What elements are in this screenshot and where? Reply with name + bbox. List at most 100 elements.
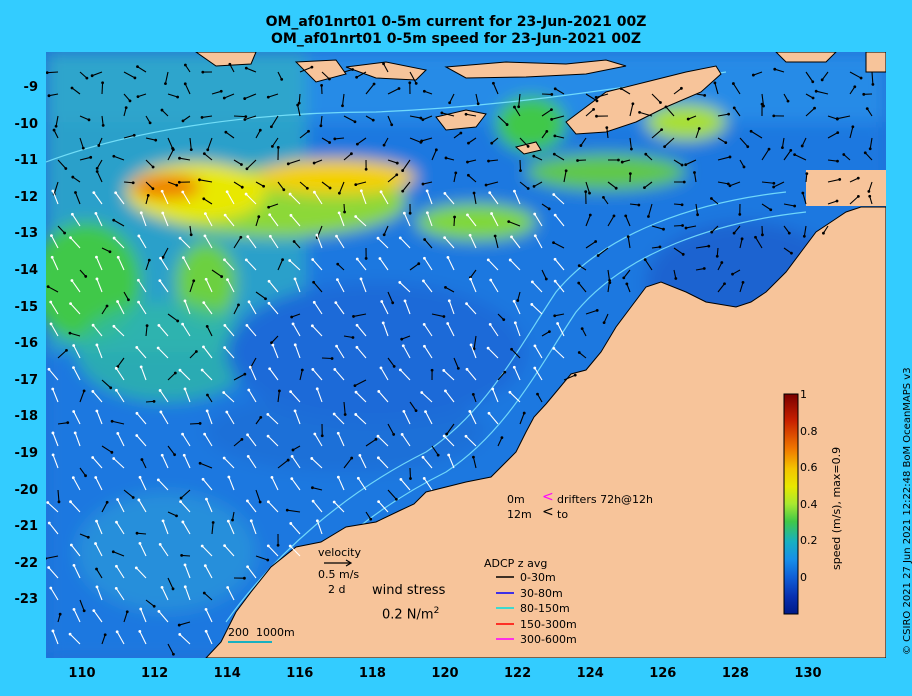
current-vector xyxy=(79,533,89,538)
current-vector-head xyxy=(249,519,253,523)
current-vector-head xyxy=(421,455,425,459)
current-vector-head xyxy=(423,256,426,260)
current-vector-head xyxy=(448,101,452,105)
current-vector-head xyxy=(395,173,399,177)
current-vector xyxy=(271,477,279,491)
current-vector-head xyxy=(111,550,115,554)
current-vector xyxy=(95,543,103,557)
current-vector xyxy=(92,324,103,337)
x-tick-label: 118 xyxy=(358,666,386,681)
current-vector-head xyxy=(732,106,736,110)
colorbar-title: speed (m/s), max=0.9 xyxy=(830,446,843,570)
current-vector xyxy=(409,71,417,84)
current-vector xyxy=(289,545,301,557)
current-vector-head xyxy=(115,630,119,634)
current-vector xyxy=(50,323,59,337)
current-vector xyxy=(161,587,169,601)
current-vector-head xyxy=(394,497,398,501)
current-vector xyxy=(117,257,125,271)
wind-stress-value-text: 0.2 N/m xyxy=(382,607,434,623)
current-vector-head xyxy=(133,76,137,80)
current-vector-head xyxy=(246,454,250,458)
current-vector-head xyxy=(91,323,95,327)
current-vector-head xyxy=(738,212,742,216)
current-vector xyxy=(95,477,103,491)
current-vector xyxy=(57,225,65,234)
current-vector-head xyxy=(446,322,450,325)
current-vector-head xyxy=(443,191,447,195)
current-vector xyxy=(580,137,587,146)
current-vector xyxy=(629,137,632,150)
current-vector xyxy=(449,93,455,104)
current-vector-head xyxy=(222,96,226,100)
current-vector xyxy=(531,304,543,315)
current-vector-head xyxy=(602,321,606,325)
current-vector-head xyxy=(226,519,230,523)
current-vector-head xyxy=(72,607,76,611)
current-vector-head xyxy=(85,76,89,80)
current-vector-head xyxy=(95,585,99,589)
current-vector xyxy=(513,366,521,381)
current-vector xyxy=(693,172,697,183)
current-vector-head xyxy=(227,475,231,479)
current-vector xyxy=(421,137,433,142)
current-vector xyxy=(136,435,147,447)
current-vector xyxy=(508,221,521,227)
current-vector xyxy=(224,545,235,557)
current-vector xyxy=(228,476,235,491)
current-vector-head xyxy=(814,89,818,93)
current-vector-head xyxy=(95,567,98,571)
map-panel[interactable] xyxy=(46,52,886,658)
current-vector xyxy=(399,369,411,381)
current-vector-head xyxy=(47,94,51,98)
current-vector xyxy=(57,422,68,425)
current-vector xyxy=(52,190,59,205)
velocity-duration: 2 d xyxy=(328,583,346,596)
current-vector-head xyxy=(183,82,187,86)
current-vector-head xyxy=(289,390,293,394)
current-vector-head xyxy=(811,80,815,84)
current-vector xyxy=(223,457,235,469)
current-vector xyxy=(245,259,257,271)
current-vector-head xyxy=(469,343,473,347)
current-vector-head xyxy=(707,244,711,248)
drifter-depth-2: 12m xyxy=(507,508,532,521)
current-vector-head xyxy=(112,324,116,328)
current-vector-head xyxy=(422,322,426,326)
current-vector xyxy=(673,87,682,95)
y-tick-label: -16 xyxy=(14,336,39,352)
current-vector-head xyxy=(576,159,579,162)
scale-label-1: 200 xyxy=(228,626,249,639)
current-vector-head xyxy=(114,388,118,392)
current-vector xyxy=(387,174,398,183)
current-vector-head xyxy=(242,576,246,580)
current-vector xyxy=(167,511,177,517)
current-vector xyxy=(869,137,873,149)
current-vector-head xyxy=(659,101,662,104)
current-vector xyxy=(509,391,521,403)
current-vector-head xyxy=(160,585,164,589)
current-vector-head xyxy=(553,87,557,91)
current-vector-head xyxy=(311,368,315,371)
current-vector xyxy=(665,106,675,117)
current-vector-head xyxy=(400,433,404,436)
current-vector-head xyxy=(859,76,863,80)
current-vector xyxy=(138,301,147,315)
current-vector xyxy=(73,565,81,579)
current-vector xyxy=(409,137,422,143)
current-vector-head xyxy=(182,256,185,260)
current-vector-head xyxy=(226,586,230,589)
current-vector-head xyxy=(442,315,446,318)
current-vector xyxy=(585,309,598,315)
current-vector-head xyxy=(658,245,662,249)
current-vector xyxy=(781,137,785,148)
current-vector xyxy=(233,159,242,165)
current-vector-head xyxy=(392,433,396,436)
current-vector-head xyxy=(381,321,385,325)
current-vector xyxy=(321,137,330,143)
current-vector xyxy=(53,181,59,195)
current-vector xyxy=(57,489,60,502)
current-vector xyxy=(868,181,873,192)
current-vector-head xyxy=(204,277,208,281)
current-vector xyxy=(158,610,169,623)
